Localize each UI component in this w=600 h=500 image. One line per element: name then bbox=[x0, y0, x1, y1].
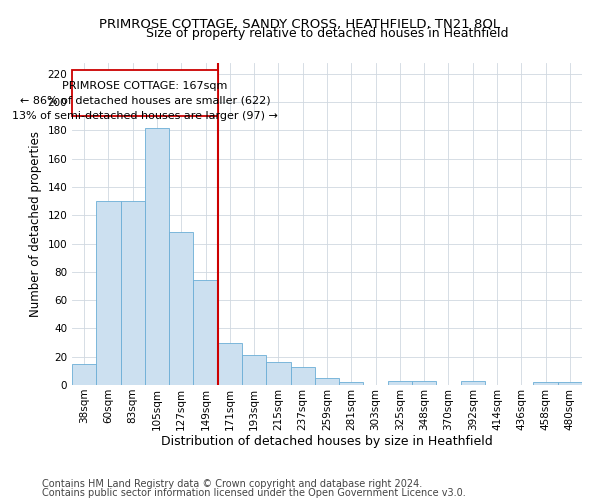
Bar bbox=[533, 382, 558, 385]
Bar bbox=[72, 70, 218, 116]
Bar bbox=[96, 201, 121, 385]
Y-axis label: Number of detached properties: Number of detached properties bbox=[29, 130, 42, 317]
Bar bbox=[218, 342, 242, 385]
Bar bbox=[461, 381, 485, 385]
Text: ← 86% of detached houses are smaller (622): ← 86% of detached houses are smaller (62… bbox=[20, 96, 270, 106]
Bar bbox=[242, 356, 266, 385]
Text: 13% of semi-detached houses are larger (97) →: 13% of semi-detached houses are larger (… bbox=[12, 110, 278, 120]
Text: Contains HM Land Registry data © Crown copyright and database right 2024.: Contains HM Land Registry data © Crown c… bbox=[42, 479, 422, 489]
Bar bbox=[72, 364, 96, 385]
Title: Size of property relative to detached houses in Heathfield: Size of property relative to detached ho… bbox=[146, 28, 508, 40]
Text: PRIMROSE COTTAGE, SANDY CROSS, HEATHFIELD, TN21 8QL: PRIMROSE COTTAGE, SANDY CROSS, HEATHFIEL… bbox=[100, 18, 500, 30]
Bar bbox=[412, 381, 436, 385]
Bar bbox=[339, 382, 364, 385]
Text: PRIMROSE COTTAGE: 167sqm: PRIMROSE COTTAGE: 167sqm bbox=[62, 81, 227, 91]
Bar bbox=[145, 128, 169, 385]
Bar bbox=[558, 382, 582, 385]
Bar bbox=[290, 366, 315, 385]
Bar bbox=[193, 280, 218, 385]
Bar bbox=[388, 381, 412, 385]
X-axis label: Distribution of detached houses by size in Heathfield: Distribution of detached houses by size … bbox=[161, 436, 493, 448]
Text: Contains public sector information licensed under the Open Government Licence v3: Contains public sector information licen… bbox=[42, 488, 466, 498]
Bar bbox=[121, 201, 145, 385]
Bar bbox=[266, 362, 290, 385]
Bar bbox=[315, 378, 339, 385]
Bar bbox=[169, 232, 193, 385]
